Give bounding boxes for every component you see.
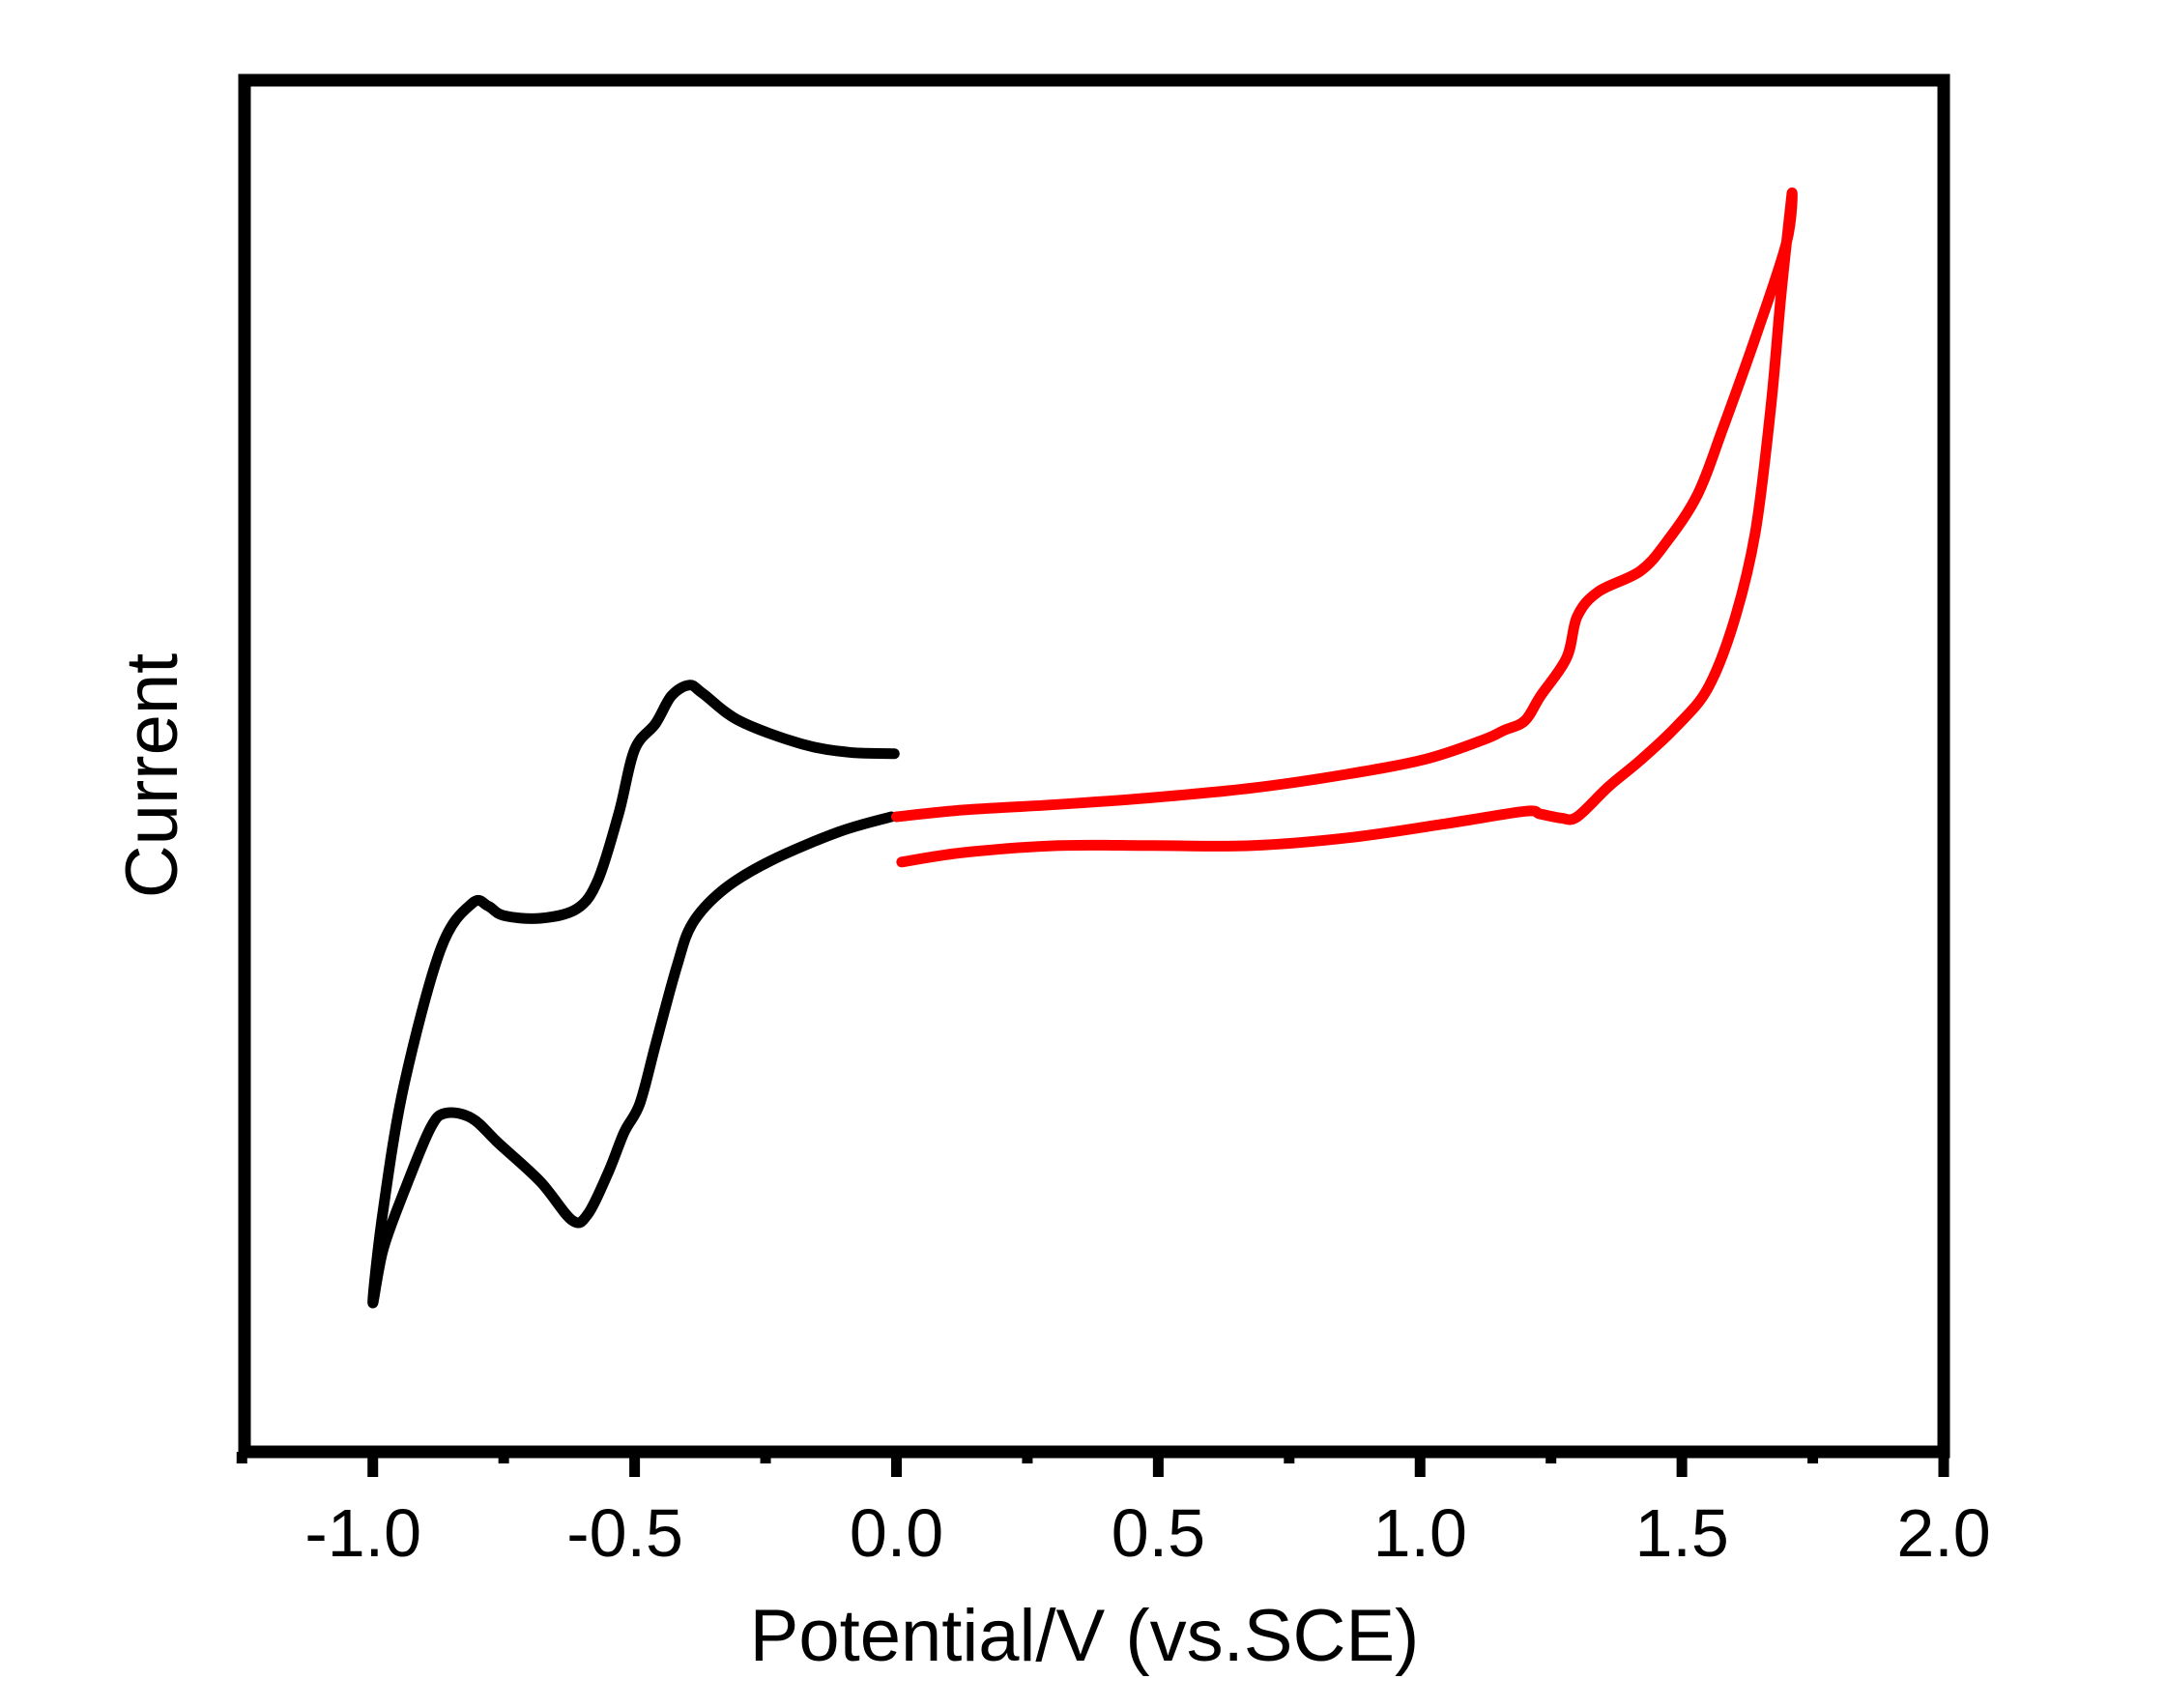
x-tick-label: 1.5 [1634, 1495, 1728, 1571]
x-axis-title: Potential/V (vs.SCE) [750, 1595, 1420, 1677]
y-axis-title: Current [111, 653, 193, 898]
x-tick-label: -1.0 [304, 1495, 421, 1571]
x-axis-ticks [236, 1452, 1949, 1477]
x-tick-label: 1.0 [1373, 1495, 1467, 1571]
x-tick-label: 0.5 [1112, 1495, 1205, 1571]
series-line-black [367, 680, 900, 1309]
x-tick-label: -0.5 [566, 1495, 683, 1571]
x-axis-tick-labels: -1.0 -0.5 0.0 0.5 1.0 1.5 2.0 [304, 1495, 1990, 1571]
plot-frame [238, 73, 1950, 1459]
x-tick-label: 0.0 [850, 1495, 943, 1571]
series-layer [367, 187, 1798, 1309]
series-line-red [891, 187, 1798, 868]
x-tick-label: 2.0 [1896, 1495, 1990, 1571]
